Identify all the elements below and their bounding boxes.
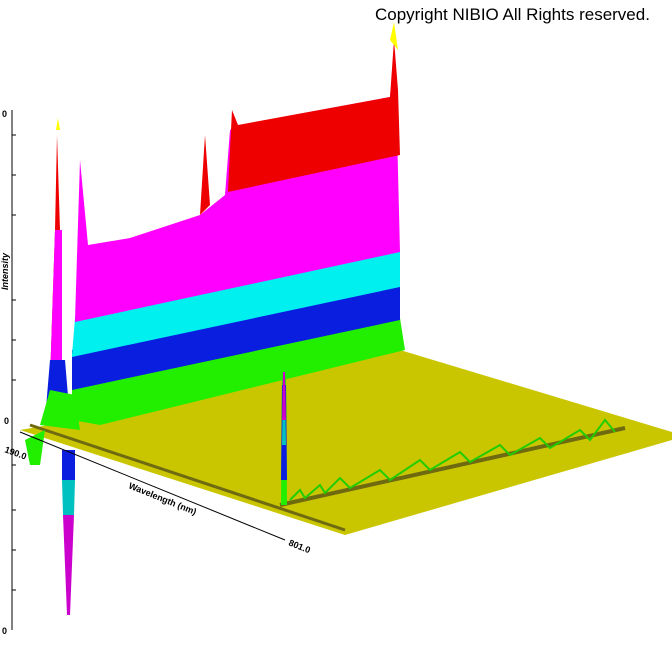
y-axis-label: Intensity	[0, 252, 10, 290]
y-tick-label: 0	[2, 626, 7, 636]
copyright: Copyright NIBIO All Rights reserved.	[375, 5, 650, 24]
y-tick-label: 0	[4, 416, 9, 426]
floor-ridge	[29, 423, 346, 532]
floor	[20, 350, 672, 535]
left-peaks	[25, 118, 80, 615]
y-tick-label: 0	[2, 109, 7, 119]
intensity-axis	[11, 110, 16, 630]
floor-ridge	[279, 426, 626, 507]
spectrum-wall	[72, 22, 405, 425]
wavelength-axis	[19, 431, 286, 541]
right-peak	[281, 370, 616, 505]
